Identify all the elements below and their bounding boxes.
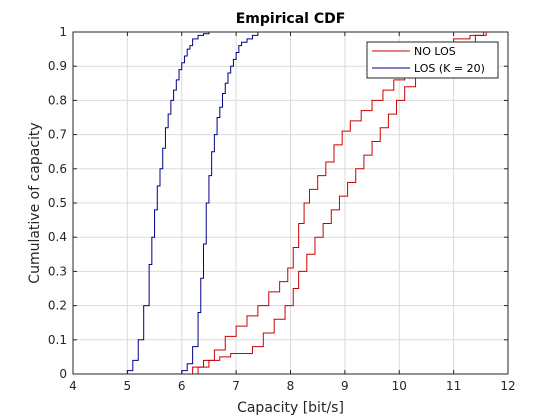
ticks: 4 5 6 7 8 9 10 11 12 0 0.1 0.2 0.3 0.4 0.5 0.6 0.7 0.8 0.9… [48, 25, 516, 393]
x-tick-label: 6 [178, 379, 186, 393]
y-tick-label: 0.8 [48, 93, 67, 107]
x-tick-label: 12 [500, 379, 515, 393]
legend-box [366, 41, 499, 79]
y-tick-label: 0.9 [48, 59, 67, 73]
x-tick-label: 7 [232, 379, 240, 393]
legend-label-no-los: NO LOS [414, 45, 456, 58]
y-tick-label: 0.4 [48, 230, 67, 244]
series-line-2 [111, 31, 215, 375]
x-tick-label: 5 [124, 379, 132, 393]
y-tick-label: 0.5 [48, 196, 67, 210]
legend-label-los: LOS (K = 20) [414, 62, 485, 75]
y-tick-label: 0.2 [48, 299, 67, 313]
y-tick-label: 0.6 [48, 162, 67, 176]
chart-title: Empirical CDF [236, 11, 346, 27]
y-tick-label: 0.3 [48, 264, 67, 278]
x-tick-label: 11 [446, 379, 461, 393]
x-tick-label: 10 [392, 379, 407, 393]
legend: NO LOS LOS (K = 20) [366, 41, 499, 79]
x-tick-label: 8 [287, 379, 295, 393]
y-tick-label: 0.1 [48, 333, 67, 347]
y-tick-label: 0.7 [48, 128, 67, 142]
x-axis-label: Capacity [bit/s] [237, 400, 344, 416]
x-tick-label: 9 [341, 379, 349, 393]
y-tick-label: 0 [59, 367, 67, 381]
series-line-3 [170, 32, 259, 375]
y-axis-label: Cumulative of capacity [27, 122, 43, 283]
y-tick-label: 1 [59, 25, 67, 39]
x-tick-label: 4 [69, 379, 77, 393]
